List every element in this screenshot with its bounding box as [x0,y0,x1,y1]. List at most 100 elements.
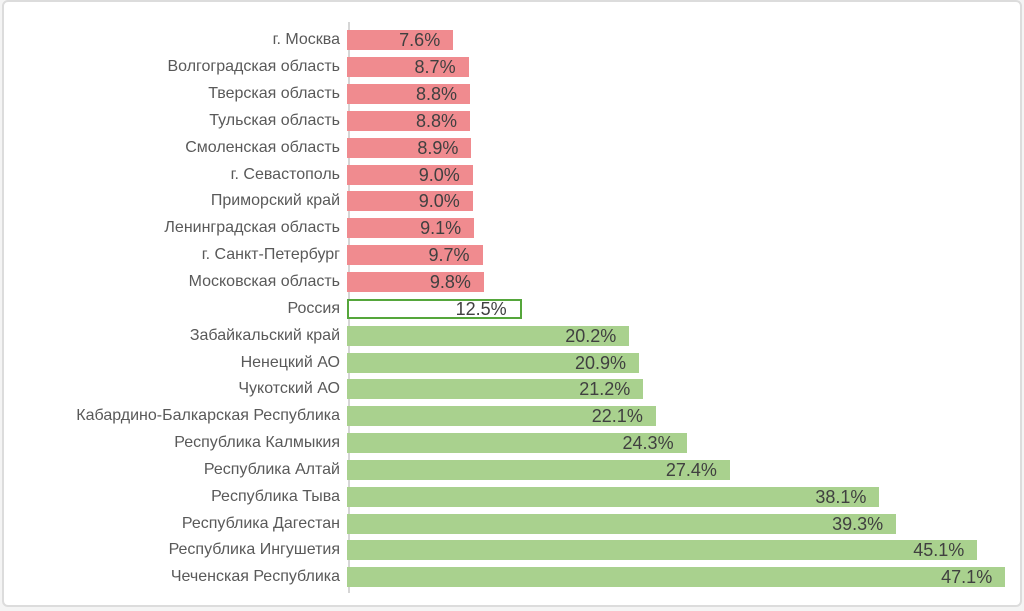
bar: 7.6% [347,30,454,51]
bar: 20.2% [347,325,630,346]
category-label: Республика Тыва [211,487,340,505]
value-label: 38.1% [815,486,867,507]
value-label: 9.8% [429,272,471,293]
bar-row: Республика Алтай 27.4% [4,457,1008,484]
category-label: Приморский край [210,192,340,210]
bar: 9.8% [347,272,484,293]
chart-rows: г. Москва 7.6% Волгоградская область 8.7% Тв… [4,27,1008,591]
bar-row: Волгоградская область 8.7% [4,54,1008,81]
category-label: Забайкальский край [189,326,340,344]
bar-row: Тульская область 8.8% [4,108,1008,135]
value-label: 24.3% [622,433,674,454]
bar: 8.8% [347,84,470,105]
value-label: 22.1% [591,406,643,427]
category-label: Россия [287,299,340,317]
value-label: 8.8% [415,110,457,131]
bar-row: Тверская область 8.8% [4,81,1008,108]
bar-row: Республика Дагестан 39.3% [4,510,1008,537]
bar: 9.1% [347,218,475,239]
bar-track: 45.1% [347,540,1008,561]
category-label: г. Санкт-Петербург [201,246,340,264]
category-label: Тверская область [208,85,340,103]
bar-track: 9.8% [347,272,1008,293]
bar-row: Приморский край 9.0% [4,188,1008,215]
value-label: 9.0% [418,191,460,212]
category-label: г. Севастополь [230,165,340,183]
bar-track: 12.5% [347,298,1008,319]
bar-row: Республика Ингушетия 45.1% [4,537,1008,564]
category-label: Тульская область [209,111,340,129]
category-label: Ненецкий АО [240,353,340,371]
category-label: Волгоградская область [167,58,340,76]
value-label: 9.1% [420,218,462,239]
bar-row: г. Севастополь 9.0% [4,161,1008,188]
value-label: 39.3% [832,513,884,534]
category-label: Московская область [188,273,340,291]
bar-track: 9.7% [347,245,1008,266]
bar-row: Республика Калмыкия 24.3% [4,430,1008,457]
bar-row: Ленинградская область 9.1% [4,215,1008,242]
bar: 20.9% [347,352,640,373]
bar-row: Республика Тыва 38.1% [4,483,1008,510]
category-label: Ленинградская область [164,219,340,237]
value-label: 9.0% [418,164,460,185]
bar-track: 39.3% [347,513,1008,534]
bar-row: Забайкальский край 20.2% [4,322,1008,349]
category-label: г. Москва [272,31,340,49]
bar: 21.2% [347,379,644,400]
bar-track: 27.4% [347,459,1008,480]
bar-track: 8.7% [347,57,1008,78]
bar: 45.1% [347,540,978,561]
bar: 47.1% [347,567,1006,588]
bar-track: 21.2% [347,379,1008,400]
value-label: 8.7% [414,57,456,78]
value-label: 20.2% [565,325,617,346]
bar: 24.3% [347,433,687,454]
bar-track: 8.8% [347,110,1008,131]
bar-row: Смоленская область 8.9% [4,134,1008,161]
bar-track: 9.0% [347,164,1008,185]
bar-track: 22.1% [347,406,1008,427]
value-label: 20.9% [575,352,627,373]
category-label: Республика Ингушетия [168,541,340,559]
bar-track: 7.6% [347,30,1008,51]
bar: 12.5% [347,298,522,319]
category-label: Чеченская Республика [170,568,340,586]
bar: 39.3% [347,513,897,534]
bar: 8.8% [347,110,470,131]
category-label: Смоленская область [185,138,340,156]
bar-chart: г. Москва 7.6% Волгоградская область 8.7% Тв… [4,27,1008,591]
bar-row: Кабардино-Балкарская Республика 22.1% [4,403,1008,430]
bar-row: Ненецкий АО 20.9% [4,349,1008,376]
value-label: 8.8% [415,84,457,105]
bar-track: 20.9% [347,352,1008,373]
value-label: 7.6% [399,30,441,51]
category-label: Республика Калмыкия [174,434,340,452]
value-label: 27.4% [665,459,717,480]
bar: 8.7% [347,57,469,78]
category-label: Кабардино-Балкарская Республика [76,407,340,425]
bar: 38.1% [347,486,880,507]
category-label: Чукотский АО [238,380,340,398]
value-label: 9.7% [428,245,470,266]
bar-track: 9.1% [347,218,1008,239]
value-label: 21.2% [579,379,631,400]
bar: 9.7% [347,245,483,266]
bar-track: 47.1% [347,567,1008,588]
bar-track: 8.8% [347,84,1008,105]
category-label: Республика Дагестан [181,514,340,532]
bar-row: г. Москва 7.6% [4,27,1008,54]
bar-track: 24.3% [347,433,1008,454]
bar-row: Чукотский АО 21.2% [4,376,1008,403]
bar-row: Московская область 9.8% [4,269,1008,296]
bar-track: 8.9% [347,137,1008,158]
bar-track: 9.0% [347,191,1008,212]
value-label: 45.1% [913,540,965,561]
bar-row: г. Санкт-Петербург 9.7% [4,242,1008,269]
bar: 27.4% [347,459,730,480]
bar: 9.0% [347,191,473,212]
value-label: 8.9% [417,137,459,158]
bar-track: 20.2% [347,325,1008,346]
bar-row: Россия 12.5% [4,295,1008,322]
